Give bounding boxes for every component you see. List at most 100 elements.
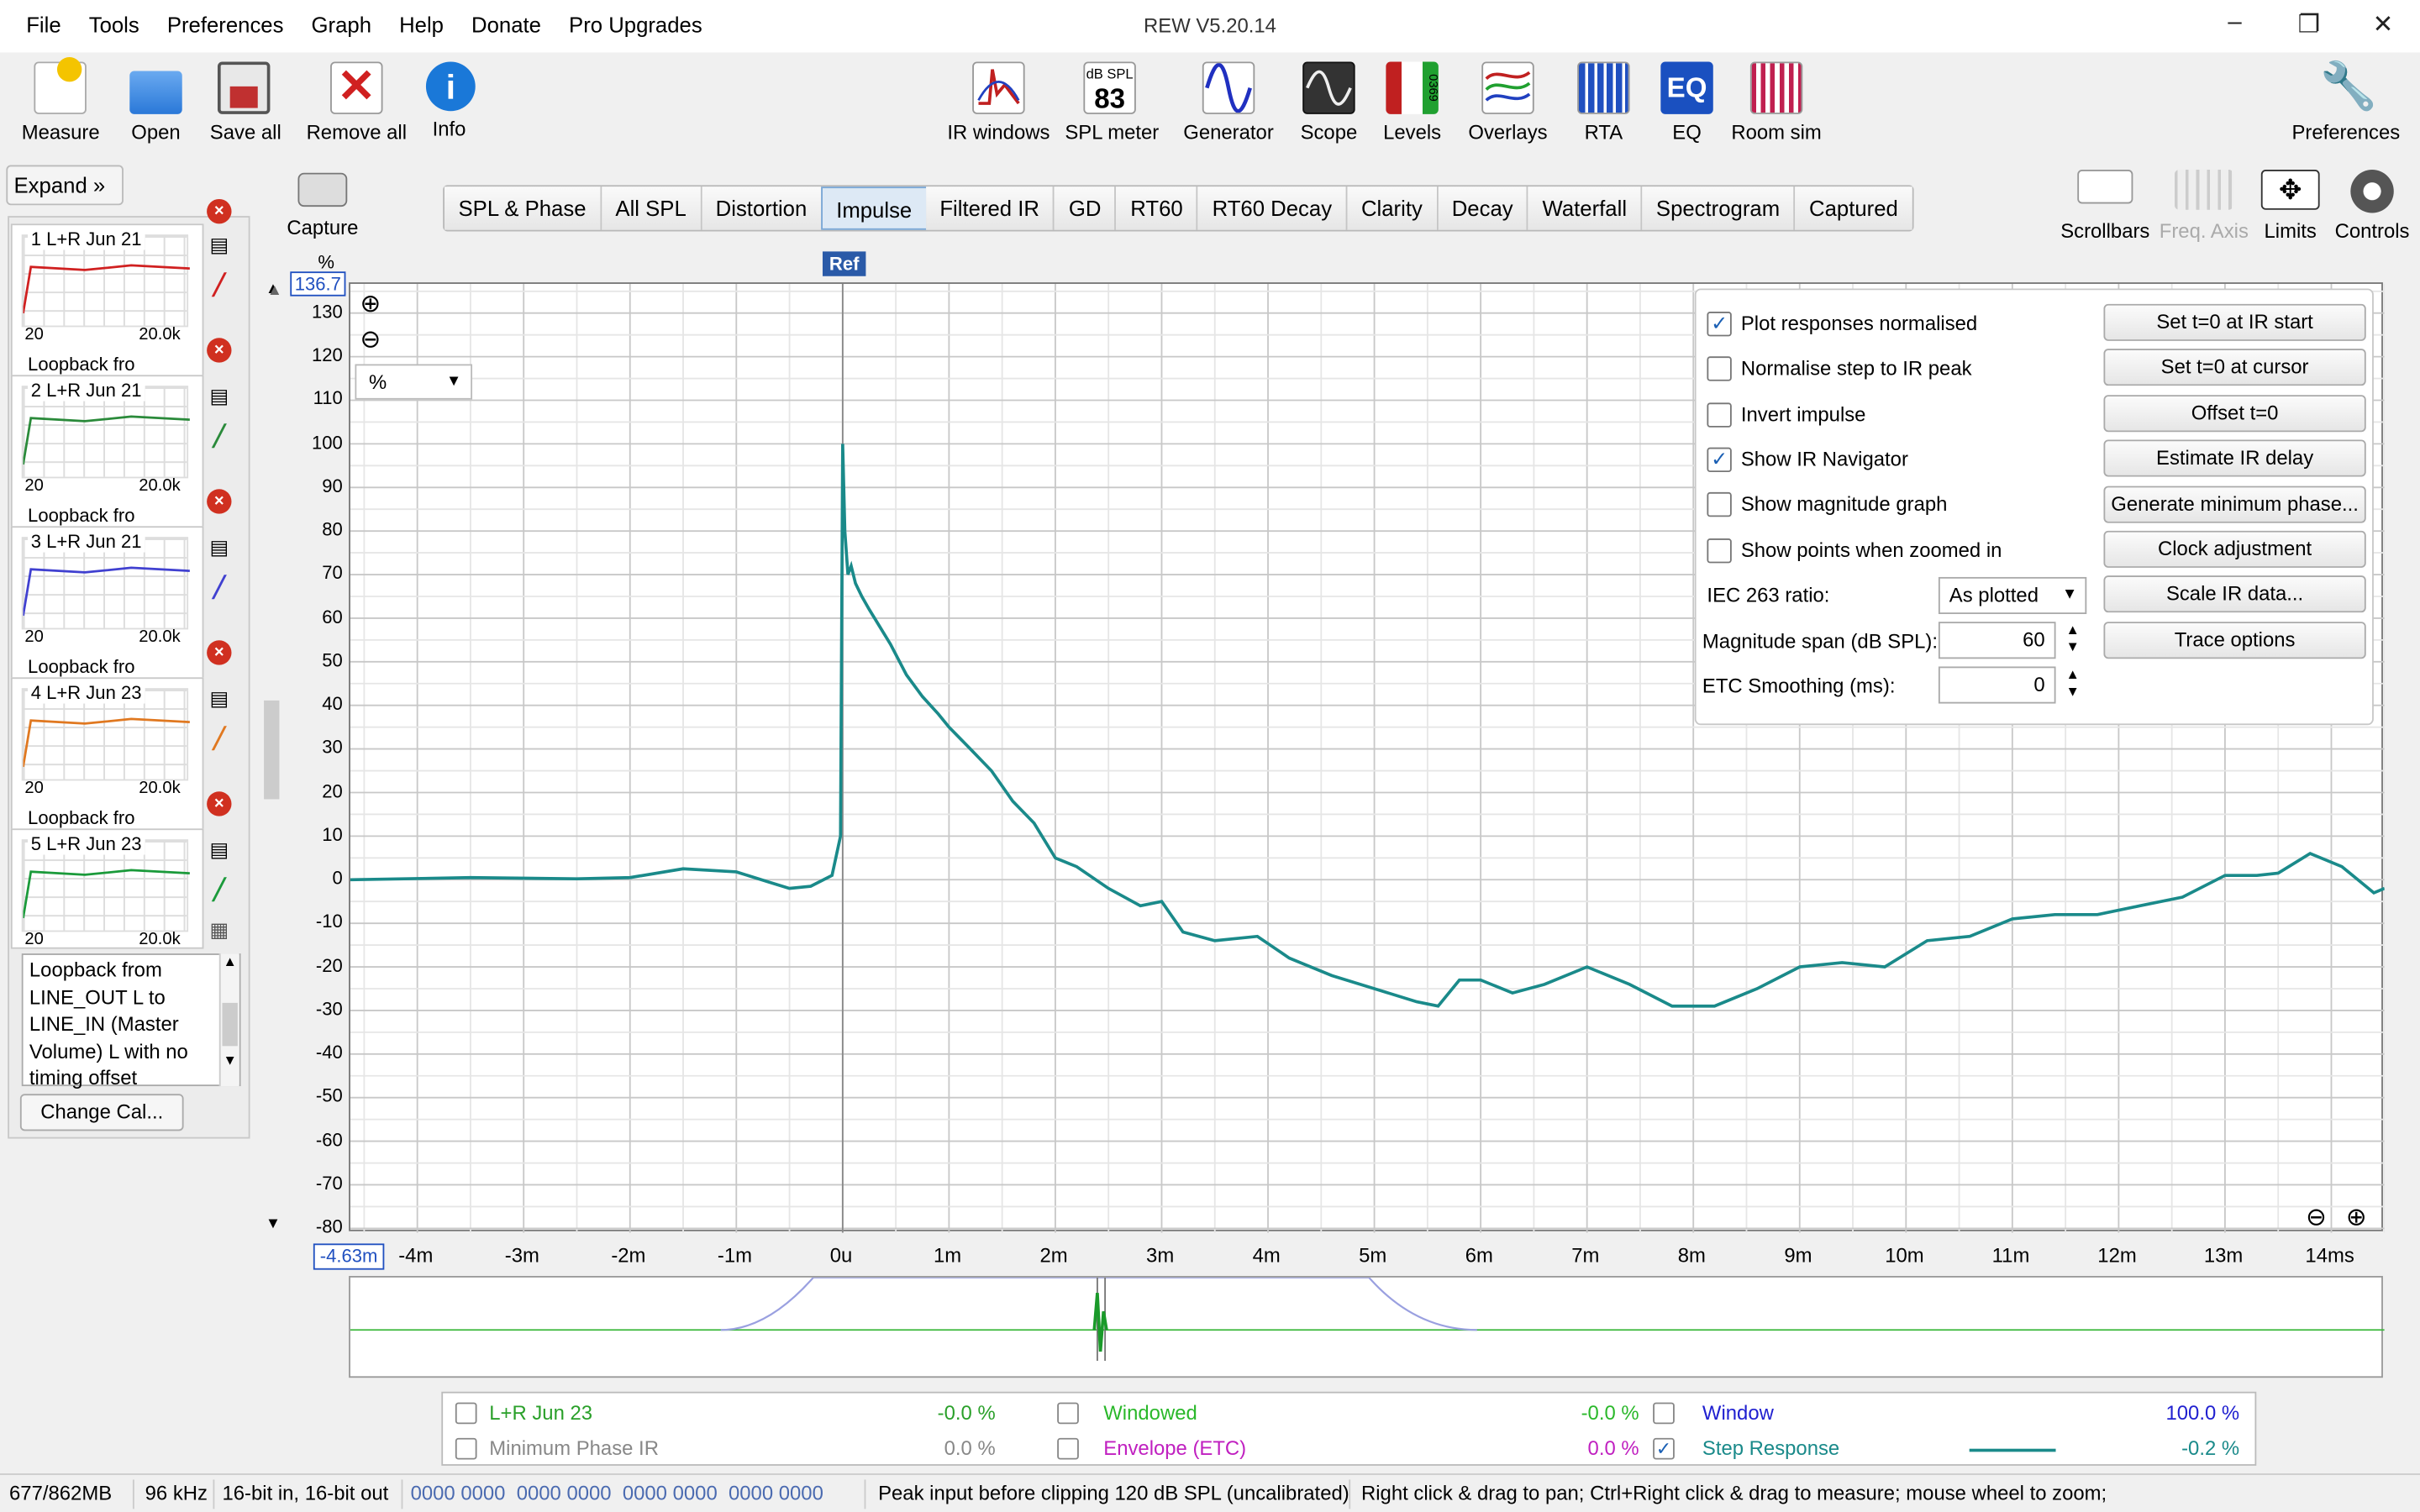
checkbox[interactable]: [1707, 492, 1732, 517]
spl-meter-button[interactable]: dB SPL 83 SPL meter: [1065, 61, 1159, 144]
legend-checkbox[interactable]: ✓: [1653, 1437, 1675, 1460]
reference-marker[interactable]: Ref: [822, 251, 866, 276]
overlays-button[interactable]: Overlays: [1466, 61, 1549, 144]
iec-ratio-select[interactable]: As plotted ▼: [1938, 576, 2087, 615]
y-scroll-up-icon[interactable]: ▲: [266, 282, 282, 300]
checkbox[interactable]: [1707, 402, 1732, 428]
eq-button[interactable]: EQ EQ: [1658, 61, 1717, 144]
trace-color-icon[interactable]: ╱: [213, 424, 225, 448]
remove-measurement-icon[interactable]: ×: [207, 640, 232, 665]
x-start-value-field[interactable]: -4.63m: [313, 1243, 385, 1270]
measurement-card[interactable]: 1 L+R Jun 21 20 20.0k Loopback fro: [10, 223, 204, 379]
menu-preferences[interactable]: Preferences: [166, 12, 284, 38]
room-sim-button[interactable]: Room sim: [1728, 61, 1824, 144]
notes-scrollbar[interactable]: ▲ ▼: [218, 953, 239, 1087]
tab-gd[interactable]: GD: [1055, 186, 1117, 230]
legend-checkbox[interactable]: [455, 1402, 477, 1425]
tab-waterfall[interactable]: Waterfall: [1528, 186, 1643, 230]
menu-donate[interactable]: Donate: [471, 12, 541, 38]
trace-color-icon[interactable]: ╱: [213, 575, 225, 599]
tab-captured[interactable]: Captured: [1795, 186, 1912, 230]
limits-button[interactable]: ✥ Limits: [2256, 170, 2324, 242]
control-button[interactable]: Estimate IR delay: [2103, 439, 2366, 477]
control-button[interactable]: Offset t=0: [2103, 394, 2366, 432]
mag-span-spinner[interactable]: ▲ ▼: [2065, 622, 2080, 654]
scrollbars-button[interactable]: Scrollbars: [2059, 170, 2151, 242]
legend-checkbox[interactable]: [1653, 1402, 1675, 1425]
scope-button[interactable]: Scope: [1297, 61, 1361, 144]
unit-select[interactable]: % ▼: [355, 364, 473, 400]
measurement-card[interactable]: 2 L+R Jun 21 20 20.0k Loopback fro: [10, 375, 204, 530]
save-measurement-icon[interactable]: ▤: [209, 686, 229, 710]
close-window-button[interactable]: ✕: [2372, 12, 2394, 39]
mag-span-input[interactable]: 60: [1938, 622, 2056, 659]
control-button[interactable]: Set t=0 at cursor: [2103, 349, 2366, 386]
control-button[interactable]: Clock adjustment: [2103, 530, 2366, 568]
restore-button[interactable]: ❐: [2297, 12, 2320, 39]
notes-area[interactable]: Loopback from LINE_OUT L to LINE_IN (Mas…: [21, 953, 241, 1089]
tab-rt60-decay[interactable]: RT60 Decay: [1198, 186, 1348, 230]
zoom-out-icon[interactable]: ⊖: [360, 327, 381, 354]
menu-pro-upgrades[interactable]: Pro Upgrades: [569, 12, 702, 38]
ir-windows-button[interactable]: IR windows: [944, 61, 1053, 144]
save-measurement-icon[interactable]: ▤: [209, 837, 229, 861]
remove-measurement-icon[interactable]: ×: [207, 198, 232, 224]
menu-graph[interactable]: Graph: [311, 12, 372, 38]
change-cal-button[interactable]: Change Cal...: [19, 1094, 184, 1131]
levels-button[interactable]: 0369 Levels: [1380, 61, 1444, 144]
tab-all-spl[interactable]: All SPL: [601, 186, 702, 230]
remove-measurement-icon[interactable]: ×: [207, 338, 232, 363]
control-button[interactable]: Set t=0 at IR start: [2103, 303, 2366, 341]
scroll-up-icon[interactable]: ▲: [265, 281, 281, 298]
capture-button[interactable]: Capture: [284, 172, 361, 239]
remove-all-button[interactable]: ✕ Remove all: [306, 61, 408, 144]
checkbox[interactable]: ✓: [1707, 447, 1732, 472]
trace-color-icon[interactable]: ╱: [213, 727, 225, 750]
menu-tools[interactable]: Tools: [88, 12, 139, 38]
remove-measurement-icon[interactable]: ×: [207, 489, 232, 514]
trace-color-icon[interactable]: ╱: [213, 878, 225, 901]
legend-checkbox[interactable]: [1057, 1437, 1079, 1460]
minimize-button[interactable]: –: [2228, 9, 2242, 36]
save-measurement-icon[interactable]: ▤: [209, 384, 229, 407]
tab-filtered-ir[interactable]: Filtered IR: [925, 186, 1055, 230]
measurement-card[interactable]: 5 L+R Jun 23 20 20.0k: [10, 828, 204, 949]
generator-button[interactable]: Generator: [1182, 61, 1275, 144]
save-all-button[interactable]: Save all: [210, 61, 281, 144]
measurement-card[interactable]: 3 L+R Jun 21 20 20.0k Loopback fro: [10, 526, 204, 681]
freq-axis-button[interactable]: Freq. Axis: [2158, 170, 2250, 242]
open-button[interactable]: Open: [127, 61, 186, 144]
tab-spectrogram[interactable]: Spectrogram: [1642, 186, 1796, 230]
trace-color-icon[interactable]: ╱: [213, 273, 225, 297]
x-zoom-out-icon[interactable]: ⊖: [2306, 1205, 2327, 1231]
notes-icon[interactable]: ▦: [209, 917, 229, 942]
controls-button[interactable]: Controls: [2330, 170, 2413, 242]
preferences-button[interactable]: 🔧 Preferences: [2291, 61, 2402, 143]
menu-help[interactable]: Help: [399, 12, 444, 38]
tab-spl-phase[interactable]: SPL & Phase: [444, 186, 602, 230]
remove-measurement-icon[interactable]: ×: [207, 791, 232, 816]
tab-distortion[interactable]: Distortion: [702, 186, 823, 230]
panel-scrollbar[interactable]: ▲ ▼: [262, 281, 281, 1237]
tab-rt60[interactable]: RT60: [1116, 186, 1199, 230]
y-top-value-field[interactable]: 136.7: [290, 271, 346, 297]
legend-checkbox[interactable]: [1057, 1402, 1079, 1425]
save-measurement-icon[interactable]: ▤: [209, 233, 229, 256]
rta-button[interactable]: RTA: [1574, 61, 1633, 144]
x-zoom-in-icon[interactable]: ⊕: [2345, 1205, 2367, 1231]
zoom-in-icon[interactable]: ⊕: [360, 291, 381, 318]
save-measurement-icon[interactable]: ▤: [209, 535, 229, 559]
ir-navigator[interactable]: [349, 1275, 2385, 1378]
etc-smoothing-spinner[interactable]: ▲ ▼: [2065, 666, 2080, 700]
measure-button[interactable]: Measure: [22, 56, 100, 144]
checkbox[interactable]: ✓: [1707, 312, 1732, 337]
tab-clarity[interactable]: Clarity: [1347, 186, 1439, 230]
etc-smoothing-input[interactable]: 0: [1938, 666, 2056, 704]
checkbox[interactable]: [1707, 538, 1732, 563]
checkbox[interactable]: [1707, 356, 1732, 382]
tab-decay[interactable]: Decay: [1438, 186, 1528, 230]
scroll-down-icon[interactable]: ▼: [265, 1215, 281, 1233]
control-button[interactable]: Trace options: [2103, 621, 2366, 659]
control-button[interactable]: Generate minimum phase...: [2103, 485, 2366, 522]
measurement-card[interactable]: 4 L+R Jun 23 20 20.0k Loopback fro: [10, 677, 204, 832]
